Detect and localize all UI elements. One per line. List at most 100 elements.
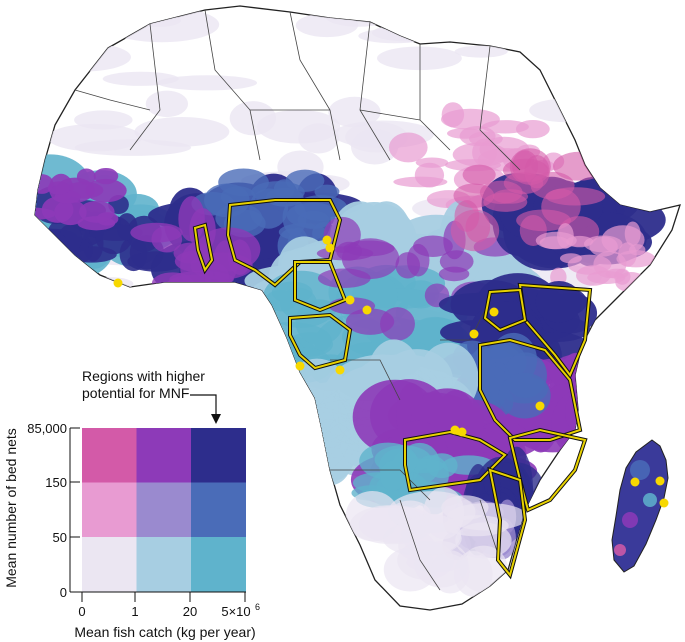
raster-patch (459, 545, 508, 593)
raster-patch (379, 460, 406, 491)
raster-patch (285, 169, 325, 192)
x-tick-exponent: 6 (255, 602, 260, 612)
site-marker (325, 243, 335, 253)
raster-patch (74, 110, 133, 130)
legend: 85,000 150 50 0 0 1 20 5×10 6 Mean fish … (3, 394, 260, 640)
raster-patch (441, 102, 465, 128)
y-axis-label: Mean number of bed nets (3, 428, 19, 588)
madagascar (611, 439, 669, 573)
site-markers (113, 235, 669, 508)
country-border (204, 9, 261, 161)
raster-patch (265, 289, 298, 312)
raster-patch (388, 132, 428, 163)
raster-patch (515, 119, 550, 139)
raster-patch (157, 75, 258, 91)
mnf-region-outline (488, 468, 527, 578)
annotation-arrowhead (211, 414, 221, 424)
raster-patch (426, 453, 458, 479)
raster-patch (314, 184, 340, 200)
x-axis-label: Mean fish catch (kg per year) (74, 624, 255, 640)
x-tick-label: 5×10 (221, 604, 250, 619)
raster-patch (614, 268, 631, 285)
mnf-region-outline (483, 288, 527, 332)
y-tick-label: 150 (45, 475, 67, 490)
site-marker (362, 305, 372, 315)
raster-patch (188, 297, 229, 318)
raster-patch (553, 151, 606, 181)
raster-patch (393, 176, 448, 188)
raster-patch (130, 222, 183, 243)
site-marker (322, 235, 332, 245)
site-marker (659, 498, 669, 508)
site-marker (345, 295, 355, 305)
annotation-line-2: potential for MNF (82, 385, 190, 401)
raster-patch (145, 90, 189, 118)
site-marker (630, 477, 640, 487)
legend-grid-cell (191, 537, 246, 592)
raster-patch (468, 131, 503, 147)
raster-patch (618, 242, 637, 267)
madagascar-patch (643, 493, 657, 507)
raster-patch (328, 96, 381, 128)
mnf-region-outline (289, 313, 352, 370)
site-marker (655, 476, 665, 486)
raster-patch (273, 179, 295, 200)
raster-patch (462, 164, 496, 185)
country-border (399, 499, 441, 591)
mnf-region-outline (294, 261, 347, 312)
legend-grid-cell (82, 537, 137, 592)
raster-patch (401, 513, 461, 556)
raster-patch (65, 268, 86, 284)
madagascar-patch (614, 544, 626, 556)
raster-patch (35, 227, 68, 262)
y-tick-label: 0 (60, 585, 67, 600)
legend-grid-cell (82, 482, 137, 538)
country-border (289, 11, 341, 161)
raster-patch (35, 263, 63, 285)
raster-patch (256, 109, 341, 144)
site-marker (469, 329, 479, 339)
x-tick-label: 1 (131, 604, 138, 619)
site-marker (335, 365, 345, 375)
raster-patch (134, 116, 230, 147)
madagascar-patch (630, 460, 650, 480)
raster-patch (541, 188, 581, 226)
raster-patch (524, 155, 550, 189)
raster-patch (454, 200, 480, 232)
raster-patch (535, 280, 583, 323)
madagascar-detail (614, 460, 657, 556)
country-border (440, 299, 491, 341)
legend-grid-cell (191, 428, 246, 483)
y-tick-label: 85,000 (27, 421, 67, 436)
raster-patch (54, 255, 84, 290)
legend-grid-cell (82, 428, 137, 483)
mnf-region-outline (193, 223, 214, 273)
raster-patch (439, 250, 474, 273)
raster-patch (35, 42, 131, 72)
site-marker (535, 401, 545, 411)
site-marker (489, 307, 499, 317)
raster-patch (178, 196, 205, 242)
raster-patch (47, 123, 143, 152)
legend-grid-cell (136, 428, 192, 483)
country-border (479, 45, 521, 171)
raster-patch (93, 167, 119, 185)
raster-patch (317, 268, 371, 288)
raster-patch (383, 547, 437, 592)
raster-patch (380, 307, 415, 341)
site-marker (113, 278, 123, 288)
y-tick-label: 50 (53, 530, 67, 545)
raster-patch (498, 372, 551, 419)
raster-patch (345, 490, 400, 542)
legend-grid-cell (136, 482, 192, 538)
raster-patch (351, 128, 399, 165)
country-border (359, 109, 421, 121)
x-tick-label: 20 (183, 604, 197, 619)
raster-patch (377, 46, 462, 71)
raster-patch (454, 45, 508, 58)
country-border (74, 89, 151, 111)
annotation-line-1: Regions with higher (82, 368, 205, 384)
raster-patch (295, 299, 344, 345)
raster-patch (395, 252, 421, 279)
